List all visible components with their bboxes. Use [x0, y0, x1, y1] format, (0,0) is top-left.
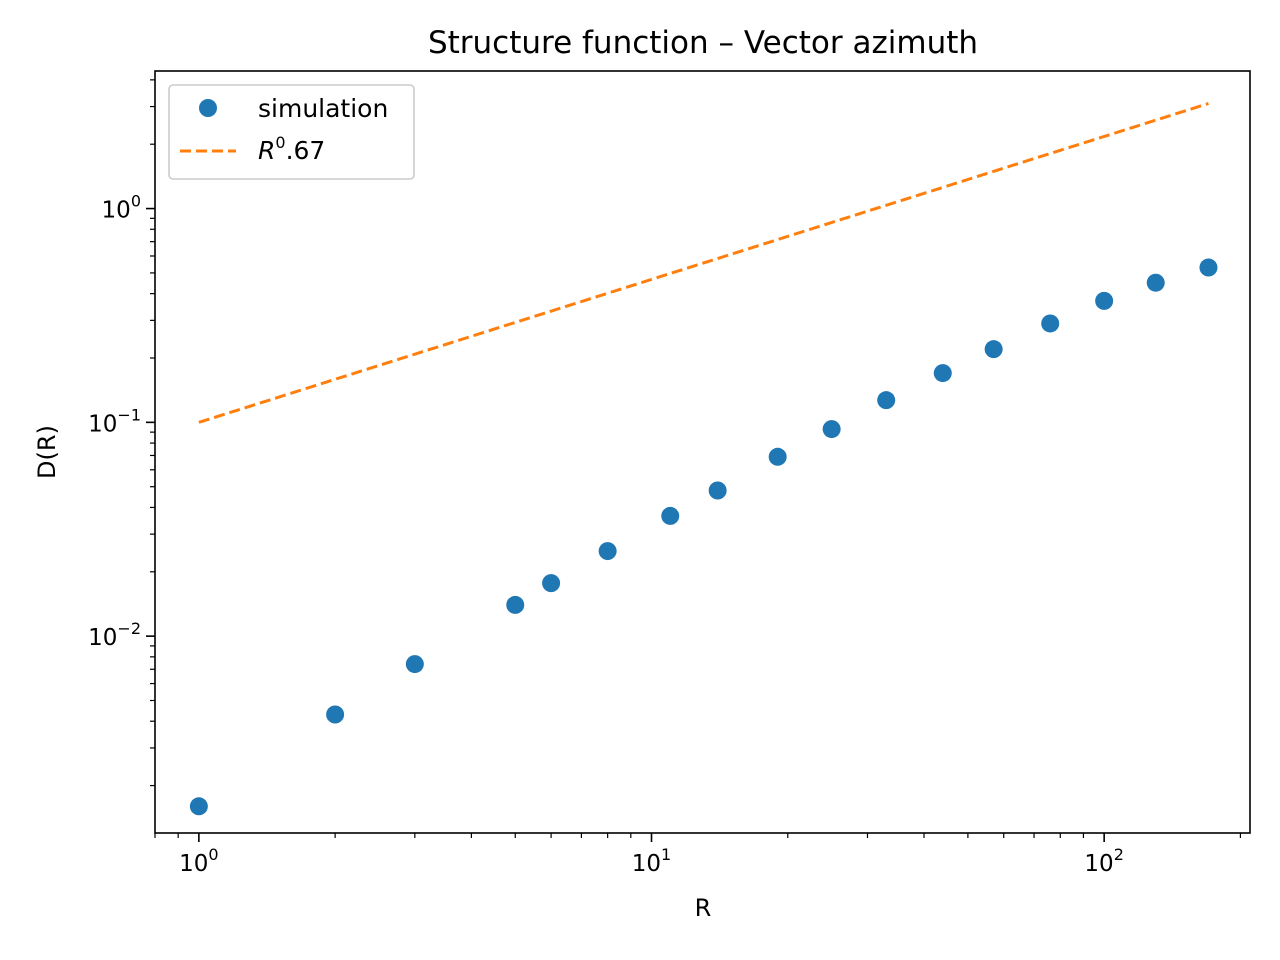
y-axis-label: D(R)	[33, 425, 61, 479]
legend-box	[168, 84, 415, 180]
simulation-point	[933, 364, 952, 383]
simulation-point	[326, 705, 345, 724]
axes: 100 101 102 10−2 10−1 100	[88, 79, 1242, 877]
axes-frame	[154, 70, 1251, 834]
x-axis-label: R	[695, 894, 712, 922]
simulation-point	[1041, 314, 1060, 333]
x-tick-label: 101	[632, 845, 671, 877]
y-tick-label: 100	[102, 192, 141, 224]
legend-simulation-label: simulation	[258, 94, 388, 123]
legend: simulation R0.67	[168, 84, 415, 180]
simulation-point	[189, 797, 208, 816]
simulation-point	[984, 340, 1003, 359]
legend-simulation-marker	[199, 99, 217, 117]
simulation-point	[768, 447, 787, 466]
simulation-point	[1146, 273, 1165, 292]
power-law-reference-line	[198, 102, 1209, 424]
chart-title: Structure function – Vector azimuth	[428, 25, 978, 61]
legend-power-law-label: R0.67	[258, 133, 325, 165]
y-tick-label: 10−1	[88, 405, 141, 437]
x-tick-label: 100	[179, 845, 218, 877]
simulation-point	[661, 506, 680, 525]
y-tick-label: 10−2	[88, 619, 141, 651]
simulation-point	[1095, 291, 1114, 310]
simulation-point	[877, 391, 896, 410]
simulation-point	[542, 574, 561, 593]
simulation-point	[708, 481, 727, 500]
plot-area	[189, 102, 1218, 816]
simulation-point	[822, 420, 841, 439]
simulation-point	[506, 595, 525, 614]
simulation-point	[405, 655, 424, 674]
simulation-point	[598, 542, 617, 561]
x-tick-label: 102	[1084, 845, 1123, 877]
simulation-point	[1199, 258, 1218, 277]
